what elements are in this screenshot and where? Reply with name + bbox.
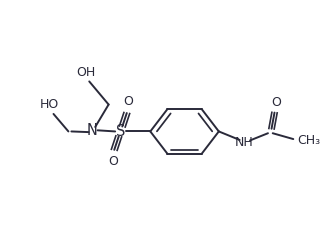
Text: OH: OH — [77, 66, 96, 79]
Text: HO: HO — [39, 98, 59, 111]
Text: S: S — [116, 124, 125, 139]
Text: O: O — [271, 96, 281, 109]
Text: CH₃: CH₃ — [297, 134, 320, 147]
Text: O: O — [123, 95, 133, 108]
Text: O: O — [108, 155, 118, 168]
Text: NH: NH — [235, 136, 253, 149]
Text: N: N — [87, 123, 98, 138]
